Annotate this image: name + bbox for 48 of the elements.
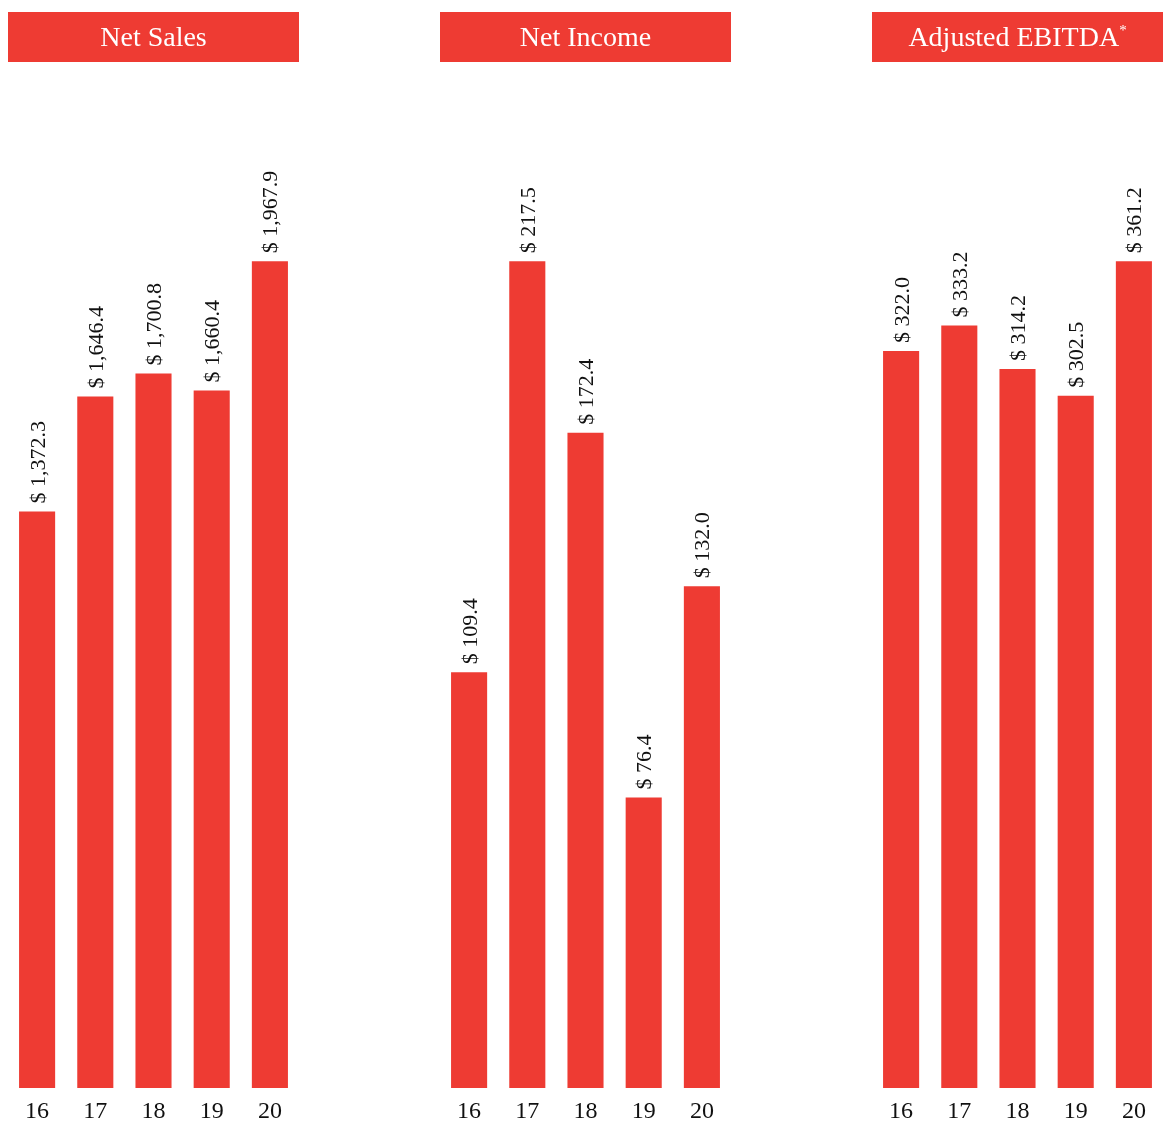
bar	[77, 396, 114, 1088]
bar	[883, 351, 920, 1088]
data-label: $ 132.0	[689, 512, 715, 579]
x-tick-label: 20	[1121, 1097, 1146, 1123]
chart-title: Net Sales	[100, 20, 207, 52]
bar	[567, 432, 604, 1088]
data-label: $ 1,967.9	[257, 170, 283, 254]
bar	[135, 373, 172, 1088]
data-label: $ 76.4	[631, 734, 657, 790]
x-tick-label: 20	[257, 1097, 282, 1123]
bar	[941, 325, 978, 1088]
chart-title: Adjusted EBITDA*	[908, 20, 1127, 52]
bar	[1057, 395, 1094, 1088]
x-tick-label: 18	[573, 1097, 598, 1123]
x-tick-label: 18	[141, 1097, 166, 1123]
x-tick-label: 16	[457, 1097, 482, 1123]
bar	[625, 797, 662, 1088]
data-label: $ 109.4	[456, 598, 482, 665]
data-label: $ 172.4	[573, 358, 598, 425]
x-tick-label: 18	[1005, 1097, 1030, 1123]
data-label: $ 1,646.4	[82, 305, 108, 389]
x-tick-label: 19	[199, 1097, 224, 1123]
x-tick-label: 19	[631, 1097, 656, 1123]
data-label: $ 1,700.8	[141, 283, 166, 366]
bar	[999, 368, 1036, 1088]
data-label: $ 1,372.3	[24, 421, 50, 504]
x-tick-label: 19	[1063, 1097, 1088, 1123]
bar	[451, 672, 488, 1088]
bar	[193, 390, 230, 1088]
x-tick-label: 16	[25, 1097, 50, 1123]
x-tick-label: 16	[889, 1097, 914, 1123]
data-label: $ 361.2	[1121, 187, 1147, 254]
data-label: $ 302.5	[1063, 321, 1089, 388]
x-tick-label: 20	[689, 1097, 714, 1123]
x-tick-label: 17	[947, 1097, 972, 1123]
chart-title: Net Income	[519, 20, 652, 52]
data-label: $ 314.2	[1005, 294, 1030, 361]
bar	[1115, 261, 1152, 1088]
data-label: $ 1,660.4	[199, 300, 225, 383]
data-label: $ 217.5	[514, 187, 540, 254]
data-label: $ 333.2	[946, 251, 972, 318]
bar	[19, 511, 56, 1088]
bar	[509, 261, 546, 1088]
x-tick-label: 17	[515, 1097, 540, 1123]
x-tick-label: 17	[83, 1097, 108, 1123]
bar	[251, 261, 288, 1088]
bar	[683, 586, 720, 1088]
data-label: $ 322.0	[888, 277, 914, 344]
